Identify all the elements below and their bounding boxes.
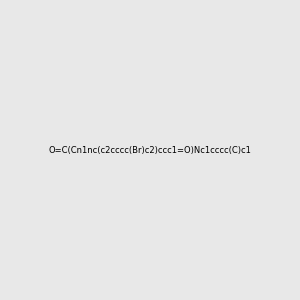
Text: O=C(Cn1nc(c2cccc(Br)c2)ccc1=O)Nc1cccc(C)c1: O=C(Cn1nc(c2cccc(Br)c2)ccc1=O)Nc1cccc(C)… [49, 146, 251, 154]
